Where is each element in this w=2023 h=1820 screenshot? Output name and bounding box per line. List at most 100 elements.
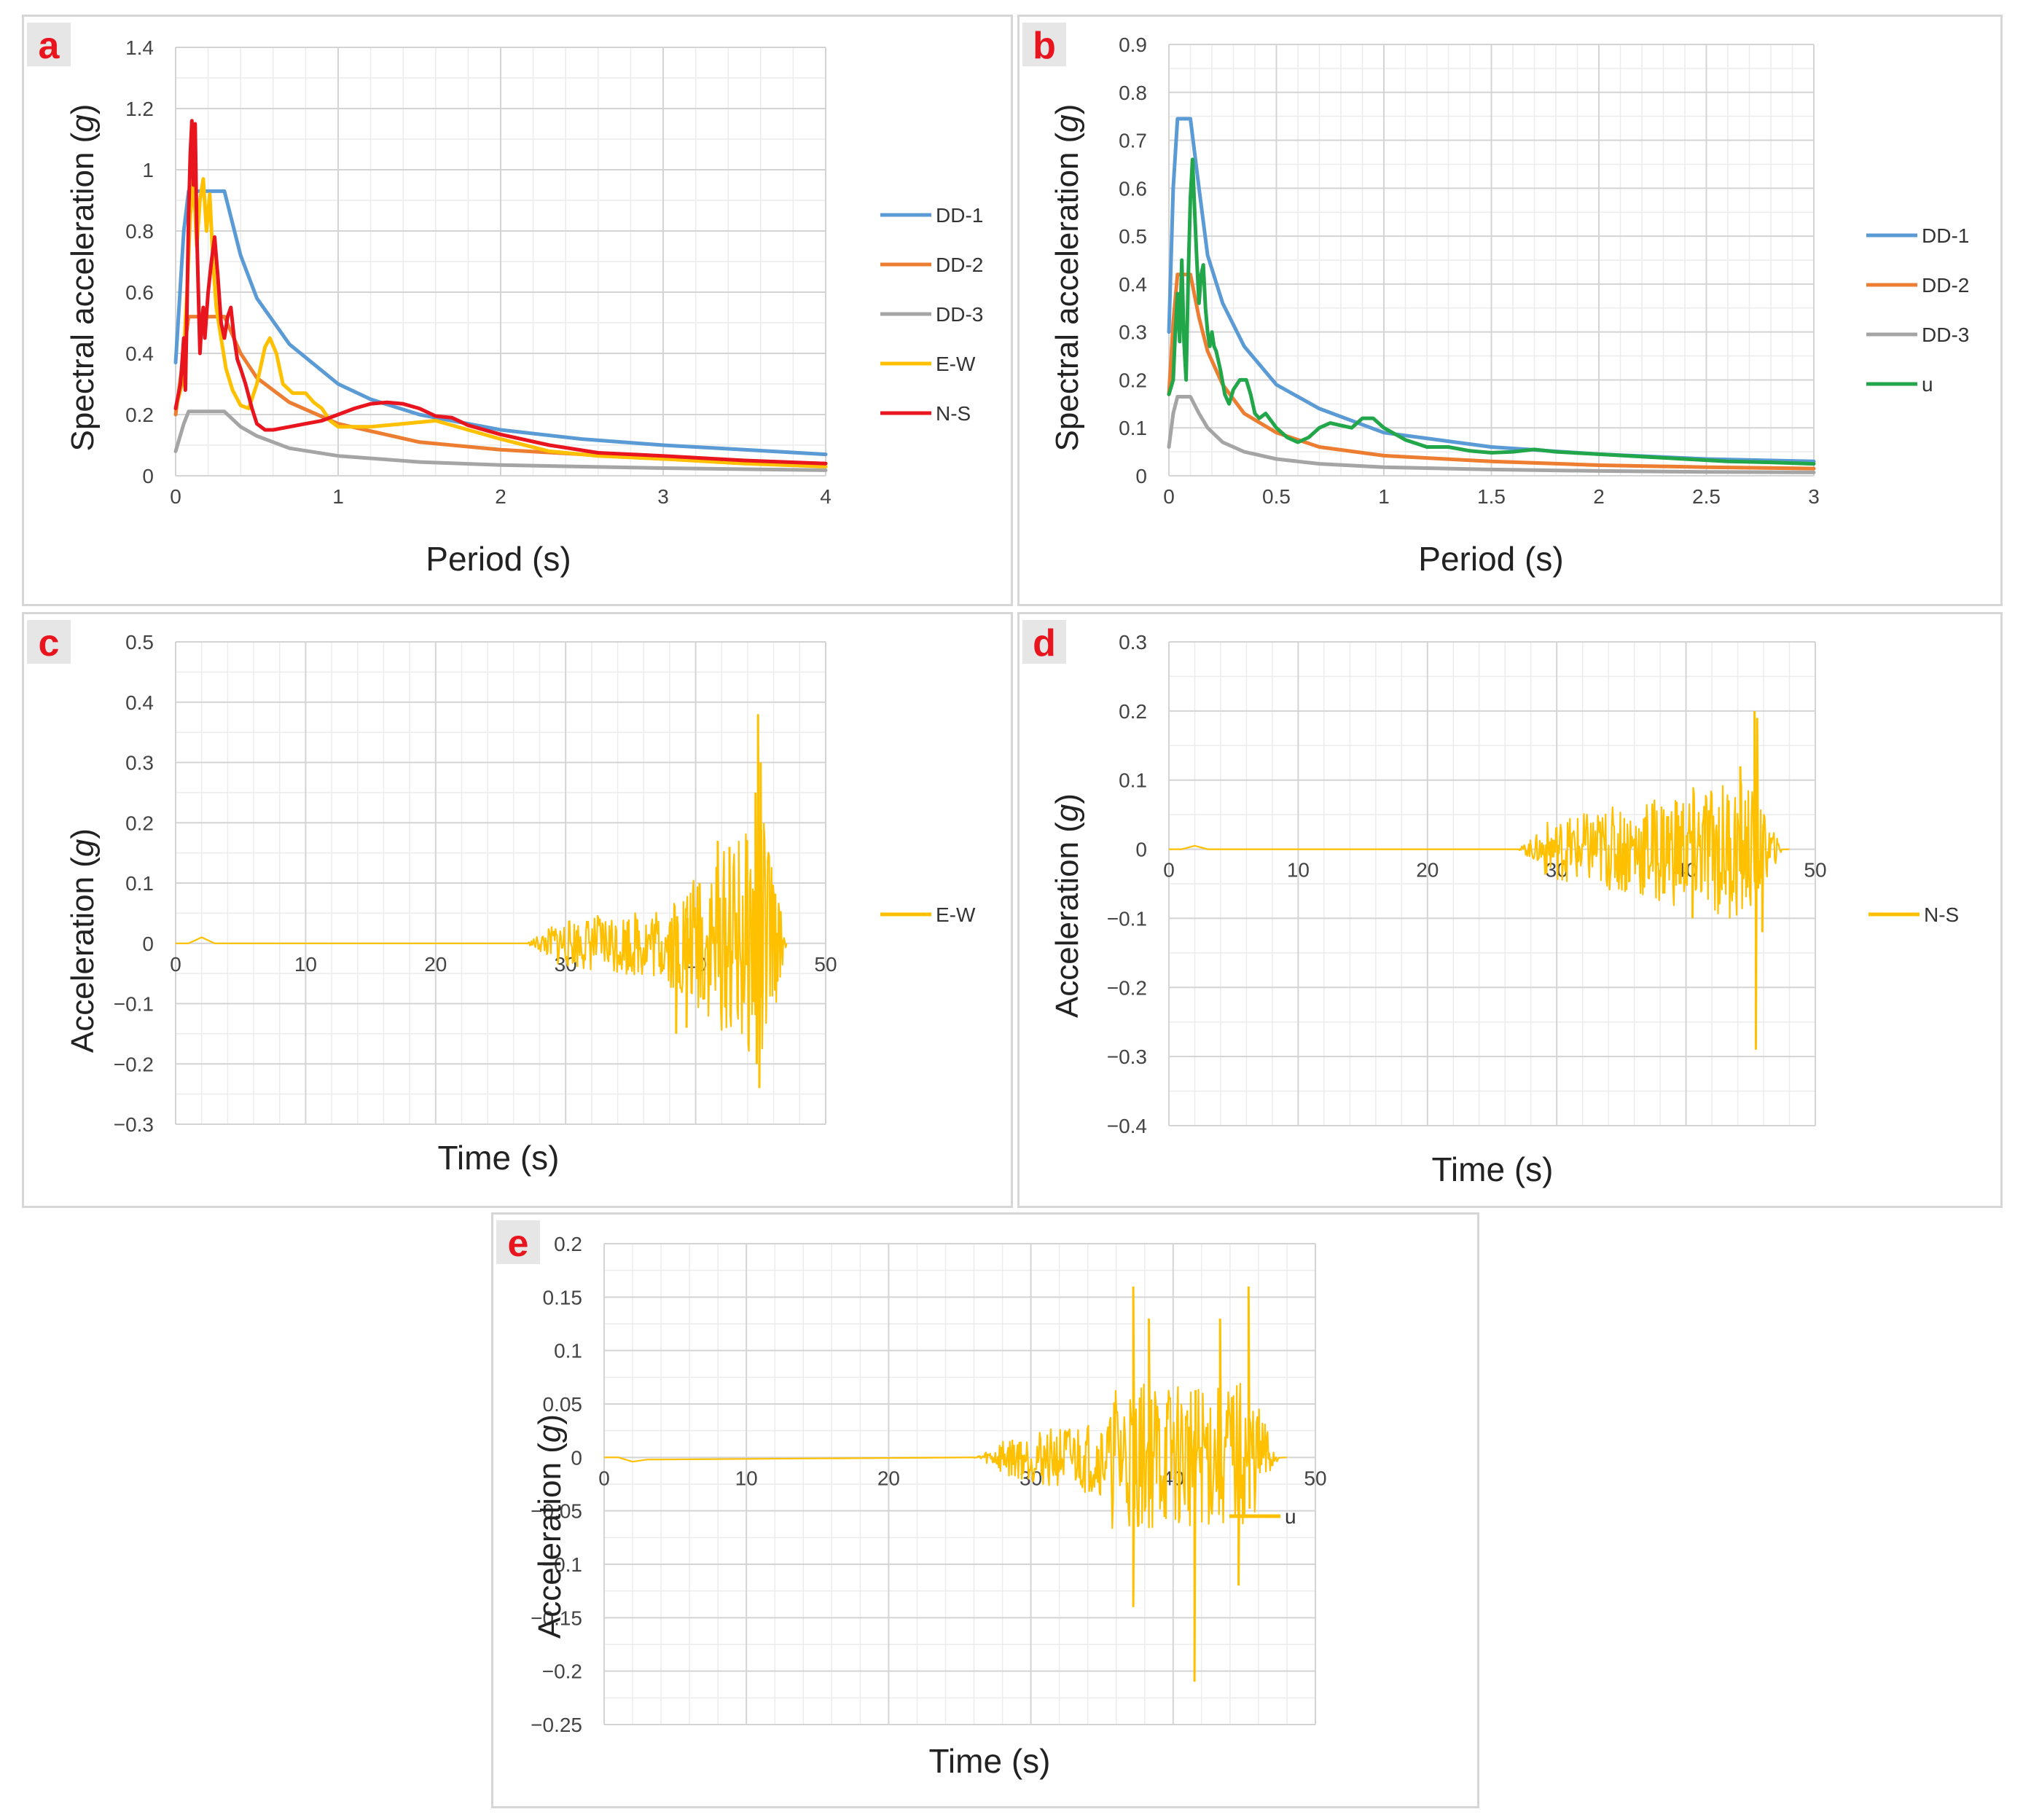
y-tick-label: 0 [1135, 465, 1147, 487]
x-tick-label: 3 [1808, 485, 1820, 508]
chart-b-plot: 0 0.5 1 1.5 2 2.5 3 0 0.1 0.2 0.3 0.4 0.5 0.6 0.7 0.8 0.… [1119, 34, 1820, 508]
y-tick-label: 0.5 [1119, 225, 1147, 248]
y-tick-label: 0.2 [1119, 369, 1147, 391]
chart-e-xlabel: Time (s) [929, 1742, 1051, 1780]
legend-label: DD-2 [1922, 274, 1969, 297]
x-tick-label: 0 [1163, 859, 1175, 882]
x-tick-label: 0.5 [1262, 485, 1291, 508]
series-line-DD-3 [1167, 395, 1816, 474]
y-tick-label: 0.1 [1119, 417, 1147, 439]
x-tick-label: 50 [1304, 1467, 1326, 1489]
series-line-DD-3 [173, 409, 828, 472]
y-tick-label: 0.4 [125, 342, 154, 365]
chart-b-xlabel: Period (s) [1418, 540, 1563, 578]
chart-e-plot: 0 10 20 30 40 50−0.25−0.2−0.15−0.1−0.0500.050… [531, 1233, 1326, 1736]
y-tick-label: 0.1 [554, 1340, 582, 1362]
chart-c-plot: 0 10 20 30 40 50−0.3−0.2−0.100.10.20.30.40.5 [114, 631, 837, 1136]
y-tick-label: 0.4 [125, 691, 154, 714]
series-line-u [1167, 157, 1816, 466]
legend-label: DD-1 [936, 204, 983, 227]
panel-e-badge [496, 1220, 540, 1264]
y-tick-label: −0.1 [114, 993, 154, 1016]
y-tick-label: 0.4 [1119, 273, 1147, 296]
y-tick-label: 1 [142, 159, 154, 181]
y-tick-label: −0.2 [542, 1660, 582, 1683]
y-tick-label: 0 [142, 933, 154, 955]
y-tick-label: −0.05 [531, 1500, 582, 1523]
y-tick-label: 0.7 [1119, 130, 1147, 152]
x-tick-label: 1.5 [1477, 485, 1506, 508]
chart-d-xlabel: Time (s) [1432, 1150, 1554, 1188]
y-tick-label: −0.1 [1107, 907, 1147, 930]
y-tick-label: 0.2 [125, 404, 154, 426]
chart-e-svg: e 0 10 20 30 40 50−0.25−0.2−0.15−0.1−0.0500.0… [496, 1220, 1327, 1780]
chart-d-ylabel: Acceleration (g) [1049, 793, 1085, 1018]
y-tick-label: 0.9 [1119, 34, 1147, 56]
chart-d-plot: 0 10 20 30 40 50−0.4−0.3−0.2−0.100.10.20.3 [1107, 631, 1827, 1137]
panel-e-label: e [508, 1223, 529, 1265]
y-tick-label: −0.3 [1107, 1046, 1147, 1068]
y-tick-label: 0.3 [1119, 631, 1147, 654]
legend-label: E-W [936, 353, 976, 375]
x-tick-label: 10 [294, 953, 317, 976]
y-tick-label: 0.5 [125, 631, 154, 654]
panel-b: b 0 0.5 1 1.5 2 2.5 3 0 0.1 0.2 0.3 0.4 0.5 0.6 0.7 0.8… [1017, 15, 2003, 606]
x-tick-label: 0 [598, 1467, 610, 1489]
x-tick-label: 3 [657, 485, 669, 508]
x-tick-label: 10 [735, 1467, 758, 1489]
x-tick-label: 4 [820, 485, 831, 508]
series-line-N-S [173, 119, 828, 466]
series-line-u [604, 1381, 1288, 1533]
panel-c-badge [27, 620, 71, 664]
chart-a-plot: 0 1 2 3 4 0 0.2 0.4 0.6 0.8 1 1.2 1.4 [125, 36, 831, 508]
chart-e-legend: u [1229, 1505, 1296, 1528]
x-tick-label: 1 [332, 485, 344, 508]
y-tick-label: 0 [142, 465, 154, 487]
y-tick-label: 0 [571, 1446, 582, 1469]
chart-d-legend: N-S [1869, 903, 1959, 926]
panel-a: a 0 1 2 3 4 0 0.2 0.4 0.6 0.8 1 1.2 1.4 Period (s) S… [22, 15, 1013, 606]
y-tick-label: 0.1 [1119, 769, 1147, 792]
y-tick-label: −0.15 [531, 1607, 582, 1629]
chart-c-legend: E-W [880, 903, 976, 926]
x-tick-label: 2 [495, 485, 506, 508]
y-tick-label: −0.2 [114, 1053, 154, 1075]
panel-d-badge [1022, 620, 1066, 664]
series-line-E-W [173, 177, 828, 468]
legend-label: N-S [1924, 903, 1959, 926]
y-tick-label: 0.2 [554, 1233, 582, 1255]
legend-label: DD-2 [936, 254, 983, 276]
y-tick-label: 1.4 [125, 36, 154, 59]
y-tick-label: −0.25 [531, 1714, 582, 1736]
y-tick-label: −0.2 [1107, 976, 1147, 999]
x-tick-label: 20 [1416, 859, 1439, 882]
x-tick-label: 2 [1593, 485, 1605, 508]
y-tick-label: 0.2 [1119, 700, 1147, 723]
panel-e: e 0 10 20 30 40 50 −0.25 −0.2 −0.15 −0.1 −0.05 0 0.0… [491, 1212, 1479, 1808]
panel-c-label: c [39, 622, 60, 664]
panel-c: c 0 10 20 30 40 50 −0.3 −0.2 −0.1 0 0.1 0.2 0.3 0.4 0.… [22, 612, 1013, 1208]
legend-label: DD-3 [1922, 323, 1969, 346]
chart-d-svg: d 0 10 20 30 40 50−0.4−0.3−0.2−0.100.10.20.3 … [1022, 620, 1959, 1188]
chart-b-ylabel: Spectral acceleration (g) [1049, 104, 1085, 452]
y-tick-label: 0.2 [125, 812, 154, 834]
series-peaks-N-S [1691, 710, 1765, 1050]
x-tick-label: 50 [1804, 859, 1826, 882]
y-tick-label: 0.8 [1119, 82, 1147, 104]
legend-label: u [1285, 1505, 1296, 1528]
x-tick-label: 20 [424, 953, 447, 976]
legend-label: E-W [936, 903, 976, 926]
panel-d: d 0 10 20 30 40 50 −0.4 −0.3 −0.2 −0.1 0 0.1 0.2 0.3 … [1017, 612, 2003, 1208]
y-tick-label: 0.8 [125, 220, 154, 243]
chart-b-legend: DD-1 DD-2 DD-3 u [1866, 224, 1969, 396]
legend-label: DD-1 [1922, 224, 1969, 247]
chart-c-svg: c 0 10 20 30 40 50−0.3−0.2−0.100.10.20.30.40.… [27, 620, 976, 1177]
legend-label: u [1922, 373, 1933, 396]
chart-a-svg: a 0 1 2 3 4 0 0.2 0.4 0.6 0.8 1 1.2 1.4 Period (s) S… [27, 23, 983, 578]
y-tick-label: −0.4 [1107, 1115, 1147, 1137]
x-tick-label: 0 [170, 485, 181, 508]
series-line-E-W [176, 823, 788, 1052]
chart-e-ylabel: Acceleration (g) [532, 1414, 568, 1639]
y-tick-label: 0.3 [1119, 321, 1147, 344]
y-tick-label: 0.05 [543, 1393, 583, 1416]
